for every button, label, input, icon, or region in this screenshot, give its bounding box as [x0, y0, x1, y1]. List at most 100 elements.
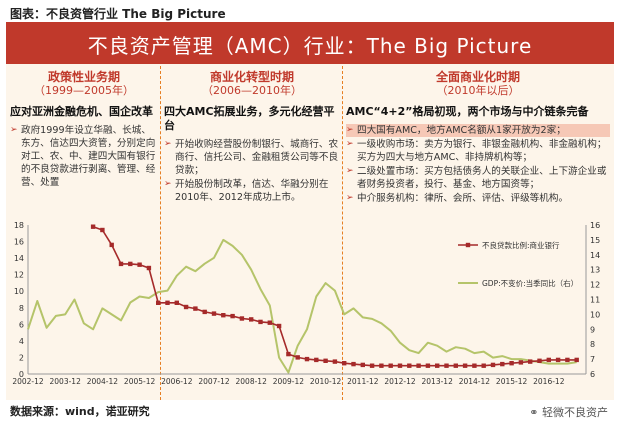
phase-panel-1: 政策性业务期 （1999—2005年） 应对亚洲金融危机、国企改革 政府1999…	[10, 66, 158, 229]
source-note: 数据来源：wind，诺亚研究	[10, 405, 150, 418]
npl-point	[165, 300, 170, 305]
phase-panel-2: 商业化转型时期 （2006—2010年） 四大AMC拓展业务，多元化经营平台 开…	[164, 66, 340, 229]
y2-tick-label: 8	[590, 340, 595, 349]
npl-point	[211, 311, 217, 316]
x-tick-label: 2003-12	[50, 377, 82, 386]
npl-point	[509, 361, 514, 366]
phase-divider	[160, 66, 161, 400]
y2-tick-label: 7	[590, 355, 595, 364]
npl-point	[100, 227, 105, 233]
npl-point	[453, 363, 458, 368]
npl-point	[146, 265, 152, 271]
npl-point	[118, 261, 124, 267]
phase-heading: 四大AMC拓展业务，多元化经营平台	[164, 105, 335, 132]
title-banner: 不良资产管理（AMC）行业：The Big Picture	[6, 22, 614, 64]
watermark: ⚭ 轻微不良资产	[529, 404, 608, 420]
phase-heading: AMC“4+2”格局初现，两个市场与中介链条完备	[346, 105, 589, 118]
npl-point	[174, 300, 179, 305]
x-tick-label: 2011-12	[347, 377, 379, 386]
x-tick-label: 2005-12	[124, 377, 156, 386]
phase-panel-3: 全面商业化时期 （2010年以后） AMC“4+2”格局初现，两个市场与中介链条…	[346, 66, 610, 229]
x-tick-label: 2004-12	[87, 377, 119, 386]
npl-point	[193, 306, 198, 311]
y2-tick-label: 15	[590, 236, 600, 245]
npl-point	[332, 359, 338, 364]
npl-point	[156, 300, 161, 305]
npl-point	[481, 363, 486, 368]
npl-point	[416, 363, 421, 368]
legend-gdp-label: GDP:不变价:当季同比（右）	[482, 278, 578, 288]
npl-point	[183, 304, 189, 310]
legend-npl-marker	[465, 242, 471, 248]
phase-title: 商业化转型时期	[209, 70, 294, 84]
x-tick-label: 2016-12	[533, 377, 565, 386]
figure-caption: 图表：不良资管行业 The Big Picture	[10, 7, 226, 21]
npl-point	[304, 356, 310, 362]
y-tick-label: 4	[19, 337, 24, 346]
y2-tick-label: 14	[590, 251, 600, 260]
npl-point	[518, 360, 524, 365]
phase-title: 政策性业务期	[47, 70, 120, 84]
y-tick-label: 18	[14, 221, 24, 230]
npl-point	[239, 316, 245, 321]
figure-frame: 不良资产管理（AMC）行业：The Big Picture 政策性业务期 （19…	[6, 22, 614, 400]
npl-point	[555, 357, 561, 363]
y2-tick-label: 6	[590, 370, 595, 379]
x-tick-label: 2002-12	[12, 377, 44, 386]
npl-point	[286, 351, 291, 357]
y2-tick-label: 12	[590, 281, 600, 290]
legend-npl-label: 不良贷款比例:商业银行	[482, 240, 560, 250]
npl-point	[388, 363, 393, 368]
y-tick-label: 0	[19, 370, 24, 379]
npl-point	[90, 224, 96, 229]
phase-bullet: 四大国有AMC，地方AMC名额从1家开放为2家；	[346, 124, 610, 137]
npl-point	[490, 362, 496, 368]
npl-point	[369, 363, 375, 368]
npl-point	[221, 313, 226, 318]
phase-heading: 应对亚洲金融危机、国企改革	[10, 105, 153, 118]
y-tick-label: 14	[14, 254, 24, 263]
npl-point	[435, 363, 440, 368]
x-tick-label: 2010-12	[310, 377, 342, 386]
y-tick-label: 8	[19, 304, 24, 313]
phase-divider	[342, 66, 343, 400]
npl-point	[342, 361, 347, 366]
y2-tick-label: 16	[590, 221, 600, 230]
npl-point	[295, 355, 300, 360]
npl-point	[537, 358, 542, 363]
phase-bullet: 一级收购市场：卖方为银行、非银金融机构、非金融机构；买方为四大与地方AMC、非持…	[346, 138, 610, 164]
npl-point	[528, 359, 533, 364]
npl-point	[546, 357, 551, 363]
npl-point	[500, 361, 505, 367]
y2-tick-label: 9	[590, 325, 595, 334]
y-tick-label: 6	[19, 320, 24, 329]
line-chart: 0 2 4 6 8 10 12 14 16 18 6 7 8 9 10 11 12 13 14 15 16 2002-12…	[12, 221, 600, 386]
npl-point	[360, 362, 365, 368]
npl-point	[276, 323, 282, 329]
npl-point	[230, 313, 235, 319]
wechat-icon: ⚭	[529, 406, 539, 419]
watermark-text: 轻微不良资产	[542, 406, 608, 419]
x-tick-label: 2014-12	[459, 377, 491, 386]
npl-point	[462, 363, 468, 368]
banner-title: 不良资产管理（AMC）行业：The Big Picture	[87, 34, 533, 58]
npl-point	[267, 320, 272, 325]
phase-years: （1999—2005年）	[34, 84, 134, 97]
npl-point	[258, 319, 263, 325]
npl-point	[574, 357, 579, 363]
x-tick-label: 2013-12	[422, 377, 454, 386]
npl-point	[109, 242, 114, 248]
y-tick-label: 12	[14, 271, 24, 280]
npl-point	[444, 363, 449, 368]
x-tick-label: 2015-12	[496, 377, 528, 386]
y-tick-label: 10	[14, 287, 24, 296]
npl-point	[314, 357, 319, 363]
x-tick-label: 2008-12	[236, 377, 268, 386]
phase-bullet: 开始股份制改革，信达、华融分别在2010年、2012年成功上市。	[164, 178, 340, 204]
npl-point	[425, 363, 431, 368]
npl-point	[351, 361, 356, 367]
x-tick-label: 2007-12	[198, 377, 230, 386]
phase-years: （2010年以后）	[436, 84, 520, 97]
y-tick-label: 16	[14, 238, 24, 247]
x-tick-label: 2012-12	[384, 377, 416, 386]
